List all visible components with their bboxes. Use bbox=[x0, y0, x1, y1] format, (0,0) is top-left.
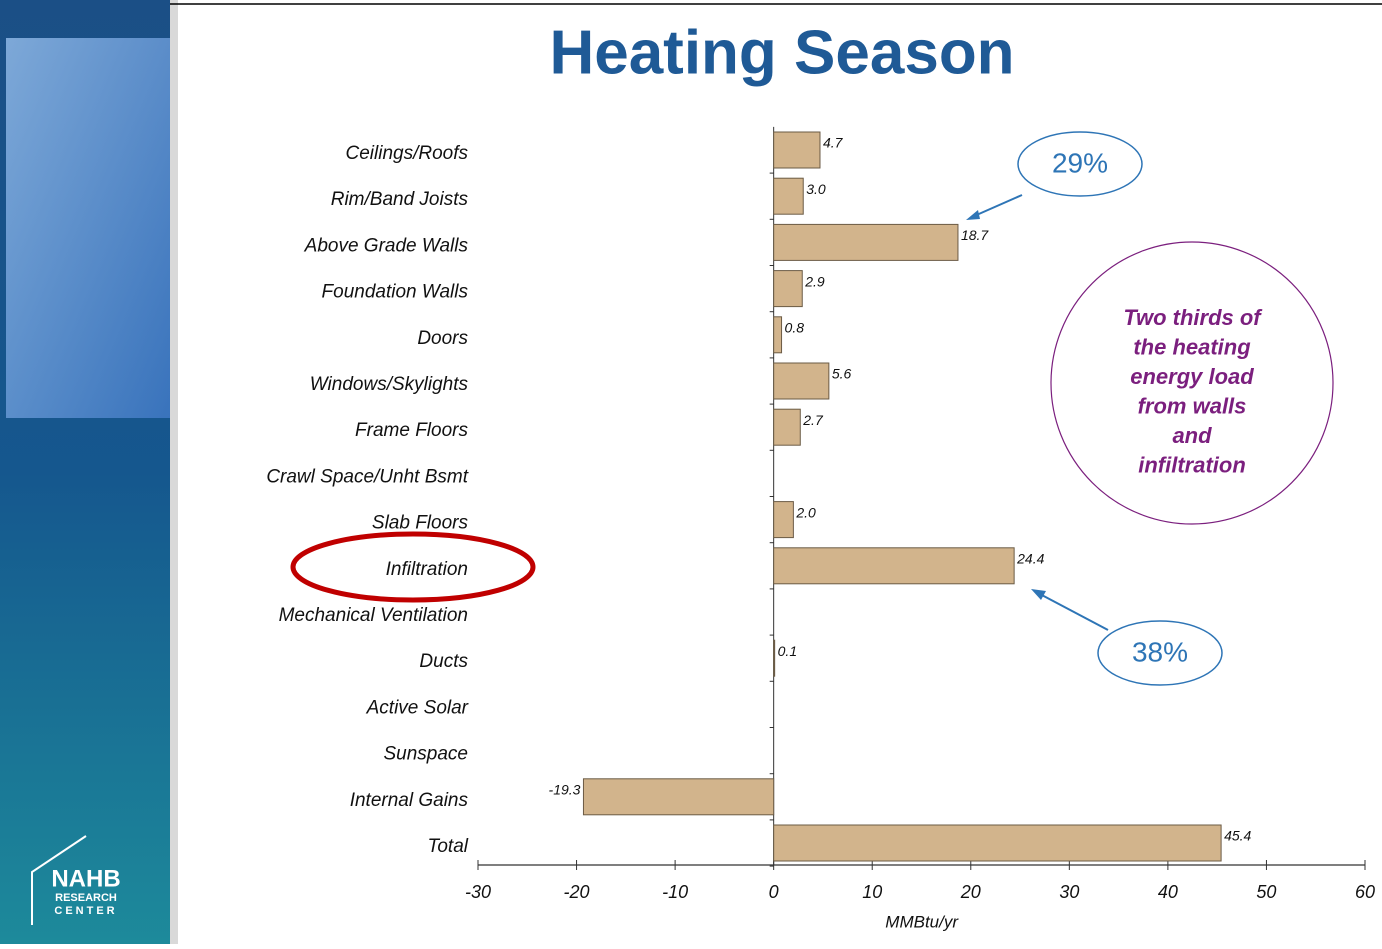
value-label: 2.9 bbox=[804, 273, 825, 289]
slide: NAHB RESEARCH CENTER Heating Season -30 -… bbox=[0, 0, 1382, 944]
x-tick-label: -30 bbox=[465, 882, 491, 902]
x-tick-label: 30 bbox=[1059, 882, 1079, 902]
y-tick-label: Crawl Space/Unht Bsmt bbox=[266, 466, 468, 487]
bar bbox=[774, 548, 1014, 584]
bar bbox=[774, 132, 820, 168]
callout-text: 29% bbox=[1052, 147, 1108, 178]
logo-line: RESEARCH bbox=[55, 892, 117, 904]
x-tick-label: 20 bbox=[960, 882, 981, 902]
bar bbox=[774, 317, 782, 353]
x-tick-label: 50 bbox=[1256, 882, 1276, 902]
y-tick-label: Infiltration bbox=[386, 559, 468, 580]
y-tick-label: Ceilings/Roofs bbox=[346, 143, 469, 164]
value-label: 45.4 bbox=[1224, 828, 1251, 844]
value-label: 2.7 bbox=[802, 412, 824, 428]
value-label: 5.6 bbox=[832, 366, 852, 382]
y-tick-label: Rim/Band Joists bbox=[331, 189, 469, 210]
x-tick-label: 10 bbox=[862, 882, 882, 902]
y-tick-label: Frame Floors bbox=[355, 420, 468, 441]
note-line: from walls bbox=[1138, 393, 1247, 418]
value-label: 3.0 bbox=[806, 181, 826, 197]
y-tick-label: Total bbox=[428, 836, 469, 857]
x-tick-label: 0 bbox=[769, 882, 779, 902]
value-label: 4.7 bbox=[823, 135, 844, 151]
y-tick-label: Active Solar bbox=[366, 697, 469, 718]
x-tick-label: -20 bbox=[564, 882, 590, 902]
note-line: Two thirds of bbox=[1123, 305, 1263, 330]
bar bbox=[774, 178, 804, 214]
chart-title: Heating Season bbox=[549, 18, 1014, 87]
value-label: 0.8 bbox=[785, 320, 805, 336]
y-tick-label: Mechanical Ventilation bbox=[279, 605, 468, 626]
note-line: infiltration bbox=[1138, 452, 1246, 477]
sidebar-shadow bbox=[170, 0, 178, 944]
note-line: energy load bbox=[1130, 364, 1254, 389]
note-line: and bbox=[1172, 423, 1212, 448]
value-label: 0.1 bbox=[778, 643, 797, 659]
value-label: -19.3 bbox=[549, 782, 581, 798]
logo-name: NAHB bbox=[51, 865, 120, 892]
bar bbox=[774, 640, 775, 676]
y-tick-label: Ducts bbox=[419, 651, 468, 672]
y-tick-label: Slab Floors bbox=[372, 513, 469, 534]
logo-line: CENTER bbox=[54, 905, 117, 917]
note-line: the heating bbox=[1133, 334, 1251, 359]
y-tick-label: Internal Gains bbox=[350, 790, 469, 811]
bar bbox=[774, 502, 794, 538]
value-label: 24.4 bbox=[1016, 551, 1044, 567]
x-tick-label: 60 bbox=[1355, 882, 1375, 902]
y-tick-label: Windows/Skylights bbox=[310, 374, 469, 395]
callout-text: 38% bbox=[1132, 636, 1188, 667]
bar bbox=[774, 224, 958, 260]
bar bbox=[774, 825, 1221, 861]
y-tick-label: Sunspace bbox=[383, 744, 468, 765]
bar bbox=[774, 271, 803, 307]
y-tick-label: Foundation Walls bbox=[322, 282, 469, 303]
bar bbox=[774, 363, 829, 399]
y-tick-label: Above Grade Walls bbox=[304, 235, 469, 256]
x-axis-label: MMBtu/yr bbox=[885, 912, 959, 931]
value-label: 18.7 bbox=[961, 227, 989, 243]
x-tick-label: -10 bbox=[662, 882, 688, 902]
bar bbox=[583, 779, 773, 815]
y-tick-label: Doors bbox=[417, 328, 468, 349]
x-tick-label: 40 bbox=[1158, 882, 1178, 902]
sidebar-photo bbox=[6, 38, 170, 418]
value-label: 2.0 bbox=[795, 504, 816, 520]
bar bbox=[774, 409, 801, 445]
